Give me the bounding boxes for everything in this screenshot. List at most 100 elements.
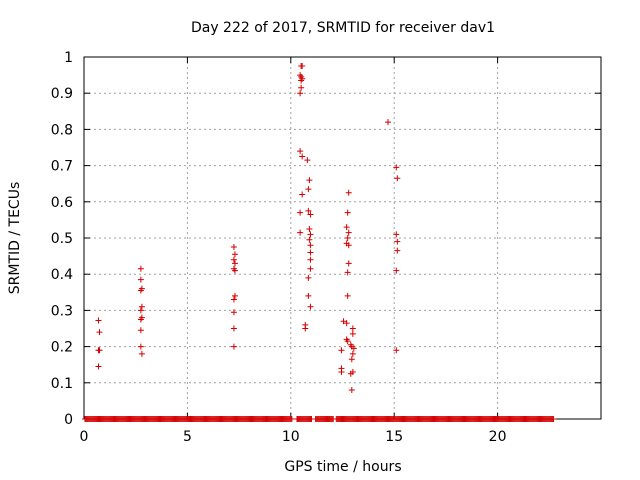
data-point (297, 209, 304, 216)
data-point (340, 318, 347, 325)
y-tick-label: 0.7 (51, 159, 73, 175)
data-point (307, 265, 314, 272)
data-point (231, 251, 238, 258)
y-tick-label: 0.9 (51, 86, 73, 102)
data-point (230, 296, 237, 303)
x-tick-label: 0 (80, 429, 89, 445)
data-point (343, 224, 350, 231)
data-point (95, 317, 102, 324)
data-point (394, 247, 401, 254)
data-point (230, 343, 237, 350)
y-tick-label: 0.4 (51, 267, 73, 283)
chart-title: Day 222 of 2017, SRMTID for receiver dav… (191, 20, 495, 36)
data-point (393, 164, 400, 171)
tick-labels: 00.10.20.30.40.50.60.70.80.910 5 10 15 20 (51, 50, 507, 445)
data-point (345, 229, 352, 236)
data-point (307, 303, 314, 310)
y-tick-label: 0.2 (51, 340, 73, 356)
data-point (299, 153, 306, 160)
data-point (302, 325, 309, 332)
data-point (95, 363, 102, 370)
y-tick-label: 0.6 (51, 195, 73, 211)
data-point (297, 148, 304, 155)
data-point (299, 63, 306, 70)
data-point (230, 244, 237, 251)
data-point (230, 309, 237, 316)
data-point (231, 267, 238, 274)
data-point (345, 260, 352, 267)
data-point (299, 191, 306, 198)
data-point (384, 119, 391, 126)
data-point (350, 345, 357, 352)
data-point (138, 303, 145, 310)
data-point (137, 343, 144, 350)
data-point (306, 236, 313, 243)
data-point (305, 292, 312, 299)
plot-frame (83, 56, 602, 420)
data-point (306, 177, 313, 184)
data-point (338, 347, 345, 354)
data-point (343, 320, 350, 327)
data-point (344, 209, 351, 216)
x-tick-label: 10 (282, 429, 300, 445)
y-tick-label: 0.8 (51, 122, 73, 138)
data-point (349, 325, 356, 332)
y-tick-label: 1 (64, 50, 73, 66)
data-point (96, 347, 103, 354)
data-point (305, 274, 312, 281)
data-point (137, 307, 144, 314)
data-point (347, 370, 354, 377)
data-point (138, 350, 145, 357)
data-point (305, 207, 312, 214)
data-point (345, 189, 352, 196)
data-point (305, 186, 312, 193)
y-tick-label: 0.1 (51, 376, 73, 392)
data-point (304, 157, 311, 164)
data-point (297, 229, 304, 236)
data-point (344, 269, 351, 276)
data-point (231, 292, 238, 299)
data-point (394, 238, 401, 245)
x-tick-label: 20 (489, 429, 507, 445)
x-tick-label: 5 (183, 429, 192, 445)
data-point (393, 267, 400, 274)
data-point (344, 292, 351, 299)
data-point (307, 256, 314, 263)
data-point (137, 265, 144, 272)
data-point (394, 175, 401, 182)
data-point (344, 338, 351, 345)
data-point (137, 327, 144, 334)
baseline-point (550, 416, 557, 422)
axis-ticks (83, 56, 601, 420)
data-points (95, 63, 401, 394)
data-point (306, 225, 313, 232)
x-tick-label: 15 (385, 429, 403, 445)
data-point (307, 242, 314, 249)
data-point (348, 387, 355, 394)
data-point (96, 329, 103, 336)
data-point (307, 249, 314, 256)
data-point (230, 325, 237, 332)
data-point (393, 231, 400, 238)
y-tick-label: 0.5 (51, 231, 73, 247)
data-point (348, 356, 355, 363)
data-point (231, 260, 238, 267)
y-tick-label: 0 (64, 412, 73, 428)
y-tick-label: 0.3 (51, 303, 73, 319)
data-point (298, 84, 305, 91)
data-point (349, 350, 356, 357)
data-point (137, 316, 144, 323)
data-point (345, 242, 352, 249)
data-point (344, 235, 351, 241)
data-point (137, 287, 144, 294)
data-point (338, 368, 345, 375)
data-point (307, 211, 314, 218)
data-point (297, 90, 304, 97)
data-point (307, 231, 314, 238)
data-point (393, 347, 400, 354)
data-point (137, 276, 144, 283)
data-point (349, 330, 356, 337)
baseline-markers (82, 416, 557, 422)
data-point (230, 256, 237, 263)
grid-lines (84, 57, 601, 419)
